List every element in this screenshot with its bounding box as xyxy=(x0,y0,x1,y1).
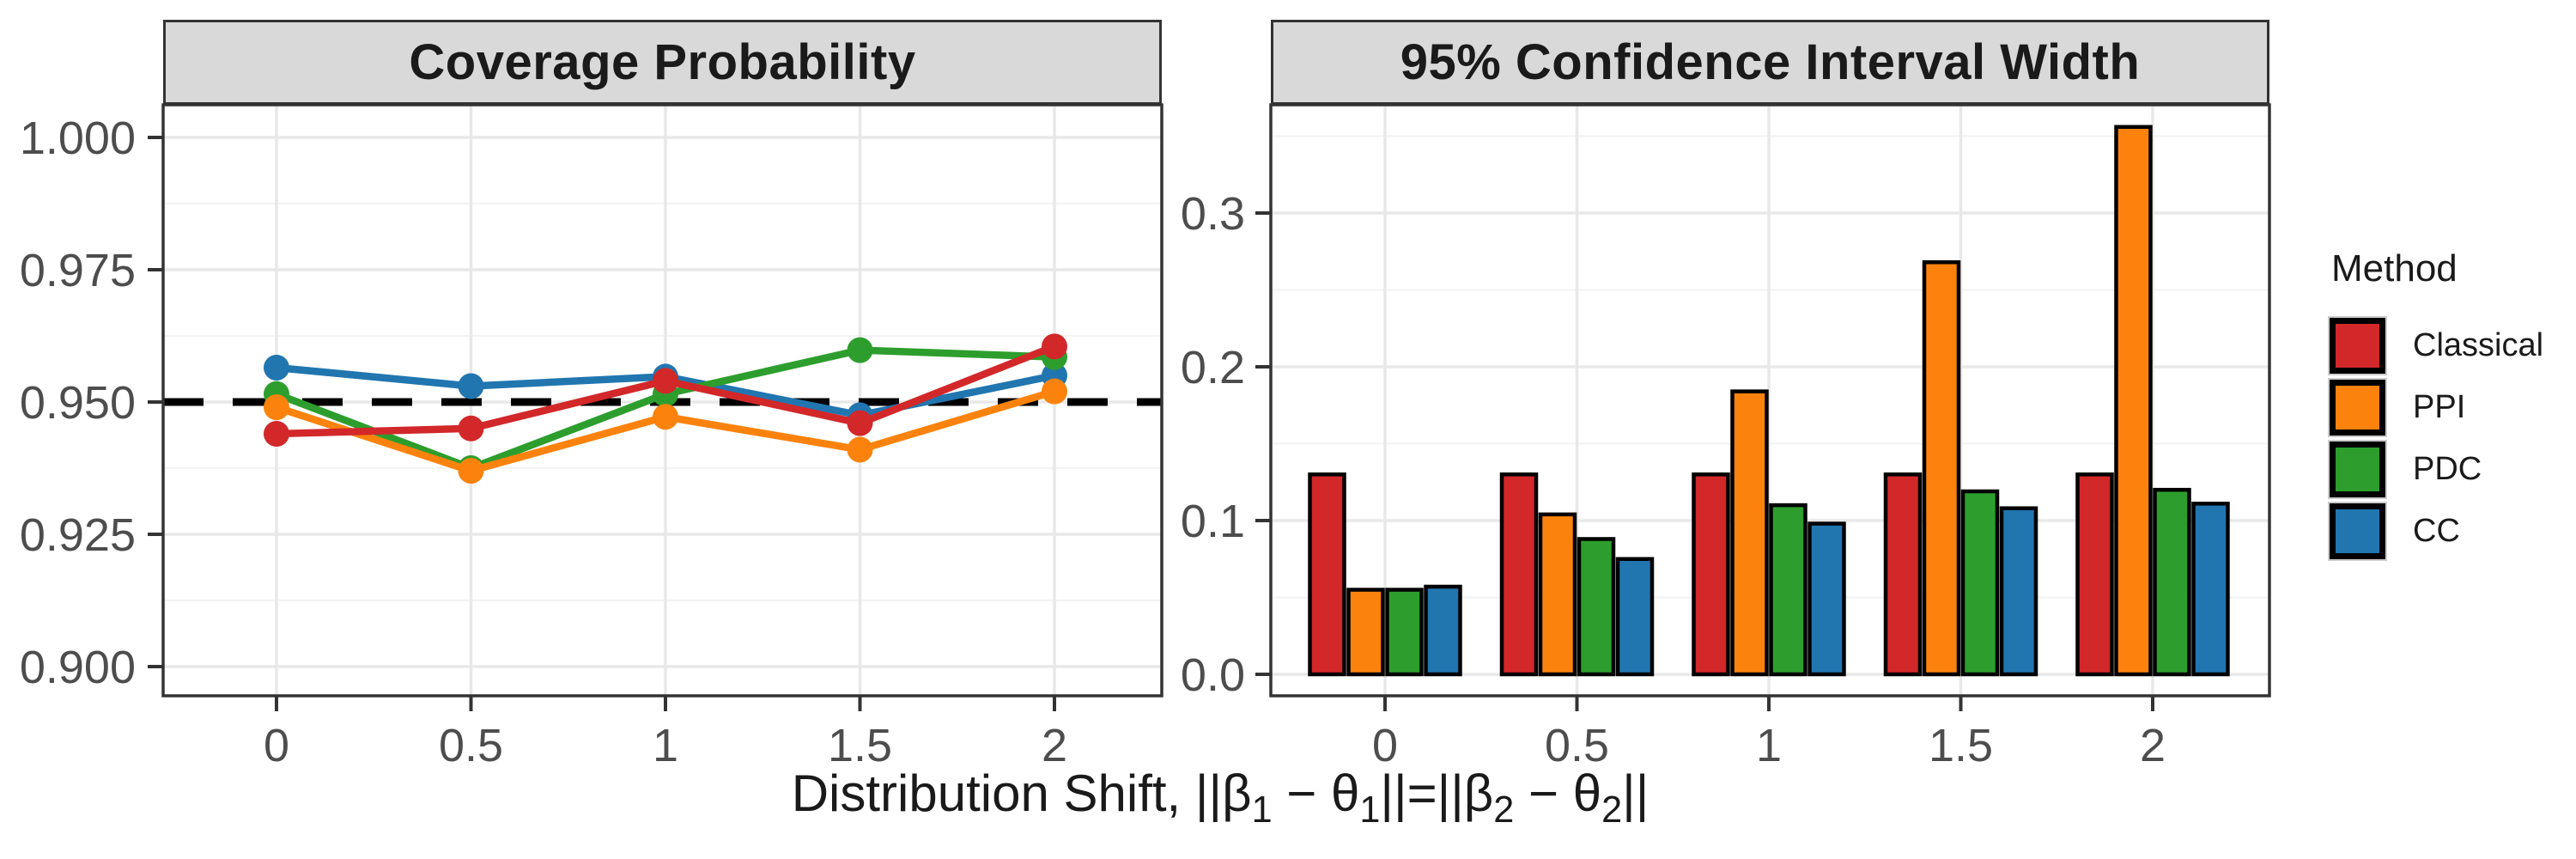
legend-key-swatch xyxy=(2330,503,2385,559)
data-point-ppi xyxy=(264,394,289,421)
bar-pdc xyxy=(1577,537,1616,677)
legend-key-swatch xyxy=(2330,441,2385,497)
bar-cc xyxy=(1807,521,1846,677)
bar-classical xyxy=(1499,472,1539,677)
data-point-ppi xyxy=(847,436,873,463)
x-axis-title-subscript: 1 xyxy=(1251,789,1273,831)
x-axis-tick-label: 2 xyxy=(1042,720,1067,771)
bar-ppi xyxy=(1538,512,1577,677)
panel-strip-ci-width: 95% Confidence Interval Width xyxy=(1271,20,2269,105)
bar-pdc xyxy=(1385,588,1424,677)
bar-pdc xyxy=(1960,489,2000,677)
y-axis-tick-label: 0.3 xyxy=(1181,188,1245,240)
x-axis-title-subscript: 2 xyxy=(1493,789,1515,831)
legend-key-swatch xyxy=(2330,317,2385,374)
data-point-classical xyxy=(847,410,873,436)
bar-classical xyxy=(1883,472,1923,677)
bar-cc xyxy=(1424,584,1462,677)
data-point-ppi xyxy=(458,458,484,484)
legend-item-pdc: PDC xyxy=(2330,438,2543,500)
x-axis-title-segment: − θ xyxy=(1514,765,1602,822)
bar-cc xyxy=(1615,557,1655,677)
legend-label: CC xyxy=(2413,512,2460,549)
x-axis-title-segment: − θ xyxy=(1272,765,1360,822)
bar-cc xyxy=(1999,506,2038,677)
bar-cc xyxy=(2191,502,2230,677)
x-axis-tick-label: 2 xyxy=(2140,720,2166,771)
legend-key-swatch xyxy=(2330,379,2385,436)
legend-label: Classical xyxy=(2413,326,2544,363)
bar-classical xyxy=(1692,472,1730,677)
data-point-pdc xyxy=(847,337,873,363)
legend-items: Classical PPI PDC CC xyxy=(2330,314,2543,562)
x-axis-tick-label: 0.5 xyxy=(1545,720,1609,771)
bar-ppi xyxy=(1922,260,1961,677)
x-axis-tick-label: 1 xyxy=(1756,720,1782,771)
x-axis-title-segment: ||=||β xyxy=(1380,765,1494,822)
x-axis-title: Distribution Shift, ||β1 − θ1||=||β2 − θ… xyxy=(791,764,1649,829)
data-point-ppi xyxy=(653,404,678,430)
legend-title: Method xyxy=(2331,247,2458,289)
legend-item-classical: Classical xyxy=(2330,314,2543,376)
y-axis-tick-label: 0.950 xyxy=(20,377,136,429)
x-axis-title-subscript: 2 xyxy=(1601,789,1623,831)
panel-strip-coverage: Coverage Probability xyxy=(163,20,1162,105)
y-axis-tick-label: 0.925 xyxy=(20,509,136,561)
y-axis-tick-label: 1.000 xyxy=(20,113,136,164)
data-point-classical xyxy=(1042,333,1067,360)
bar-pdc xyxy=(2153,487,2191,677)
x-axis-tick-label: 1.5 xyxy=(1929,720,1993,771)
data-point-classical xyxy=(458,415,484,442)
panel-title-ci-width: 95% Confidence Interval Width xyxy=(1400,34,2141,90)
panel-title-coverage: Coverage Probability xyxy=(409,34,916,90)
x-axis-title-segment: Distribution Shift, ||β xyxy=(791,765,1252,822)
data-point-cc xyxy=(458,373,484,399)
legend: Method Classical PPI PDC CC xyxy=(2330,247,2543,562)
data-point-cc xyxy=(264,354,289,381)
x-axis-tick-label: 0 xyxy=(264,720,289,771)
legend-label: PDC xyxy=(2413,450,2482,487)
bar-ppi xyxy=(1730,389,1769,677)
bar-classical xyxy=(1308,472,1346,677)
y-axis-tick-label: 0.0 xyxy=(1181,649,1245,701)
legend-label: PPI xyxy=(2413,388,2466,425)
x-axis-tick-label: 1 xyxy=(653,720,678,771)
legend-item-cc: CC xyxy=(2330,500,2543,562)
bar-ppi xyxy=(1346,588,1385,677)
bar-classical xyxy=(2075,472,2114,677)
data-point-classical xyxy=(264,420,289,447)
y-axis-tick-label: 0.975 xyxy=(20,245,136,296)
y-axis-tick-label: 0.2 xyxy=(1181,342,1245,393)
data-point-ppi xyxy=(1042,378,1067,405)
bar-ppi xyxy=(2114,125,2153,677)
x-axis-title-segment: || xyxy=(1622,765,1649,822)
x-axis-title-subscript: 1 xyxy=(1359,789,1381,831)
x-axis-tick-label: 0 xyxy=(1372,720,1398,771)
bar-pdc xyxy=(1769,503,1807,677)
y-axis-tick-label: 0.900 xyxy=(20,642,136,693)
data-point-classical xyxy=(653,368,678,394)
y-axis-tick-label: 0.1 xyxy=(1181,496,1245,547)
x-axis-tick-label: 0.5 xyxy=(439,720,503,771)
x-axis-tick-label: 1.5 xyxy=(828,720,892,771)
legend-item-ppi: PPI xyxy=(2330,376,2543,438)
